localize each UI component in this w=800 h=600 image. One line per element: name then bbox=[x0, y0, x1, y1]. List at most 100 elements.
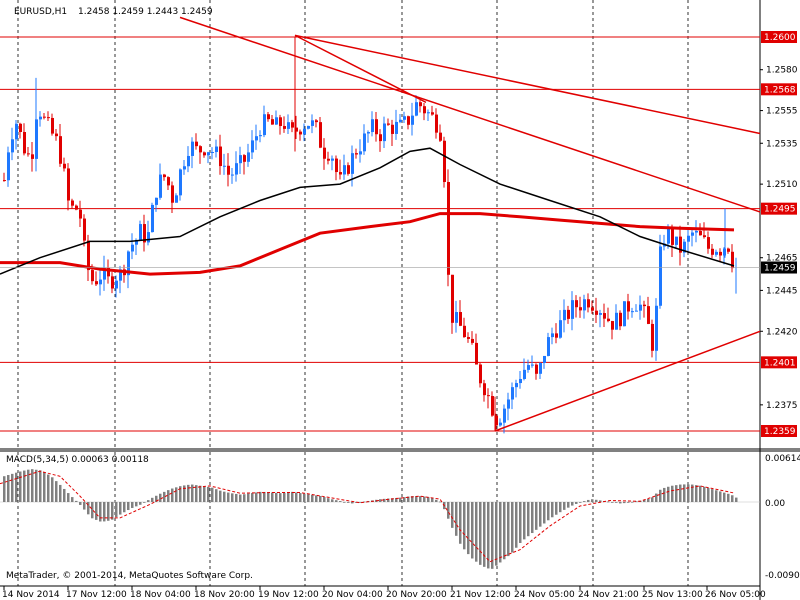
price-level-tag-label: 1.2495 bbox=[764, 205, 796, 215]
macd-bar bbox=[187, 484, 190, 502]
price-level-tag bbox=[761, 83, 797, 96]
price-tick-label: 1.2580 bbox=[766, 66, 798, 76]
macd-bar bbox=[615, 502, 618, 503]
candle-body bbox=[179, 169, 182, 196]
macd-bar bbox=[23, 470, 26, 502]
candle-body bbox=[203, 152, 206, 156]
macd-bar bbox=[343, 501, 346, 503]
macd-bar bbox=[711, 489, 714, 502]
macd-bar bbox=[31, 469, 34, 502]
current-price-label: 1.2459 bbox=[764, 264, 796, 274]
candle-body bbox=[183, 166, 186, 170]
candle-body bbox=[139, 224, 142, 241]
price-tick-label: 1.2555 bbox=[766, 107, 798, 117]
axes: 1.2580 1.2555 1.2535 1.2510 1.2465 1.2445 1.24… bbox=[0, 31, 798, 600]
macd-bar bbox=[635, 501, 638, 503]
price-tick-label: 1.2535 bbox=[766, 139, 798, 149]
candle-body bbox=[195, 141, 198, 147]
macd-bar bbox=[295, 492, 298, 502]
macd-bar bbox=[163, 491, 166, 502]
macd-bar bbox=[715, 490, 718, 502]
macd-bar bbox=[627, 502, 630, 503]
candle-body bbox=[199, 146, 202, 153]
candle-body bbox=[335, 158, 338, 173]
macd-signal-line bbox=[0, 470, 736, 563]
price-tick-label: 1.2375 bbox=[766, 401, 798, 411]
candle-body bbox=[259, 135, 262, 137]
macd-bar bbox=[575, 502, 578, 504]
macd-bar bbox=[491, 502, 494, 569]
macd-bar bbox=[659, 489, 662, 502]
macd-bar bbox=[683, 484, 686, 502]
candle-body bbox=[7, 152, 10, 181]
macd-bar bbox=[99, 502, 102, 522]
macd-bar bbox=[359, 502, 362, 503]
moving-average-black bbox=[0, 147, 735, 275]
macd-bar bbox=[699, 485, 702, 502]
macd-bar bbox=[51, 477, 54, 502]
macd-bar bbox=[63, 488, 66, 502]
candle-body bbox=[639, 304, 642, 311]
candle-body bbox=[43, 116, 46, 118]
macd-bar bbox=[83, 502, 86, 510]
macd-bar bbox=[147, 500, 150, 502]
macd-bar bbox=[591, 499, 594, 502]
candle-body bbox=[575, 300, 578, 308]
candle-body bbox=[691, 232, 694, 236]
candle-body bbox=[359, 151, 362, 155]
macd-bar bbox=[479, 502, 482, 565]
macd-bar bbox=[643, 499, 646, 502]
candle-body bbox=[667, 228, 670, 244]
macd-bar bbox=[511, 502, 514, 553]
macd-bar bbox=[135, 502, 138, 507]
candle-body bbox=[623, 301, 626, 327]
macd-bar bbox=[623, 502, 626, 504]
candle-body bbox=[15, 123, 18, 140]
time-tick-label: 24 Nov 21:00 bbox=[578, 590, 639, 600]
macd-bar bbox=[251, 493, 254, 502]
macd-bar bbox=[43, 472, 46, 502]
macd-bar bbox=[551, 502, 554, 518]
candle-body bbox=[119, 269, 122, 281]
candle-body bbox=[487, 395, 490, 397]
candle-body bbox=[467, 337, 470, 339]
macd-bar bbox=[227, 492, 230, 502]
candle-body bbox=[299, 131, 302, 135]
candle-body bbox=[451, 274, 454, 323]
time-tick-label: 18 Nov 04:00 bbox=[130, 590, 191, 600]
candle-body bbox=[215, 146, 218, 153]
macd-bar bbox=[331, 499, 334, 502]
macd-bar bbox=[567, 502, 570, 508]
trend-lines bbox=[179, 16, 761, 432]
macd-bar bbox=[559, 502, 562, 513]
candle-body bbox=[415, 102, 418, 116]
macd-bar bbox=[127, 502, 130, 511]
price-tick-label: 1.2465 bbox=[766, 254, 798, 264]
time-tick-label: 18 Nov 20:00 bbox=[194, 590, 255, 600]
candle-body bbox=[47, 117, 50, 119]
candle-body bbox=[399, 119, 402, 122]
candle-body bbox=[187, 155, 190, 167]
macd-label: MACD(5,34,5) 0.00063 0.00118 bbox=[6, 455, 149, 465]
candle-body bbox=[263, 114, 266, 136]
macd-bar bbox=[515, 502, 518, 548]
macd-bar bbox=[471, 502, 474, 559]
candle-body bbox=[583, 299, 586, 311]
time-tick-label: 24 Nov 05:00 bbox=[514, 590, 575, 600]
macd-bar bbox=[303, 493, 306, 502]
candle-body bbox=[31, 154, 34, 159]
candle-body bbox=[211, 152, 214, 154]
candle-body bbox=[387, 123, 390, 125]
candle-body bbox=[291, 122, 294, 128]
candle-body bbox=[627, 301, 630, 312]
candle-body bbox=[679, 236, 682, 253]
candle-body bbox=[87, 240, 90, 271]
copyright-text: MetaTrader, © 2001-2014, MetaQuotes Soft… bbox=[6, 571, 253, 581]
macd-bar bbox=[239, 494, 242, 502]
candle-body bbox=[375, 119, 378, 135]
candle-body bbox=[463, 325, 466, 338]
macd-bar bbox=[527, 502, 530, 537]
macd-bar bbox=[263, 491, 266, 502]
macd-bar bbox=[387, 498, 390, 502]
